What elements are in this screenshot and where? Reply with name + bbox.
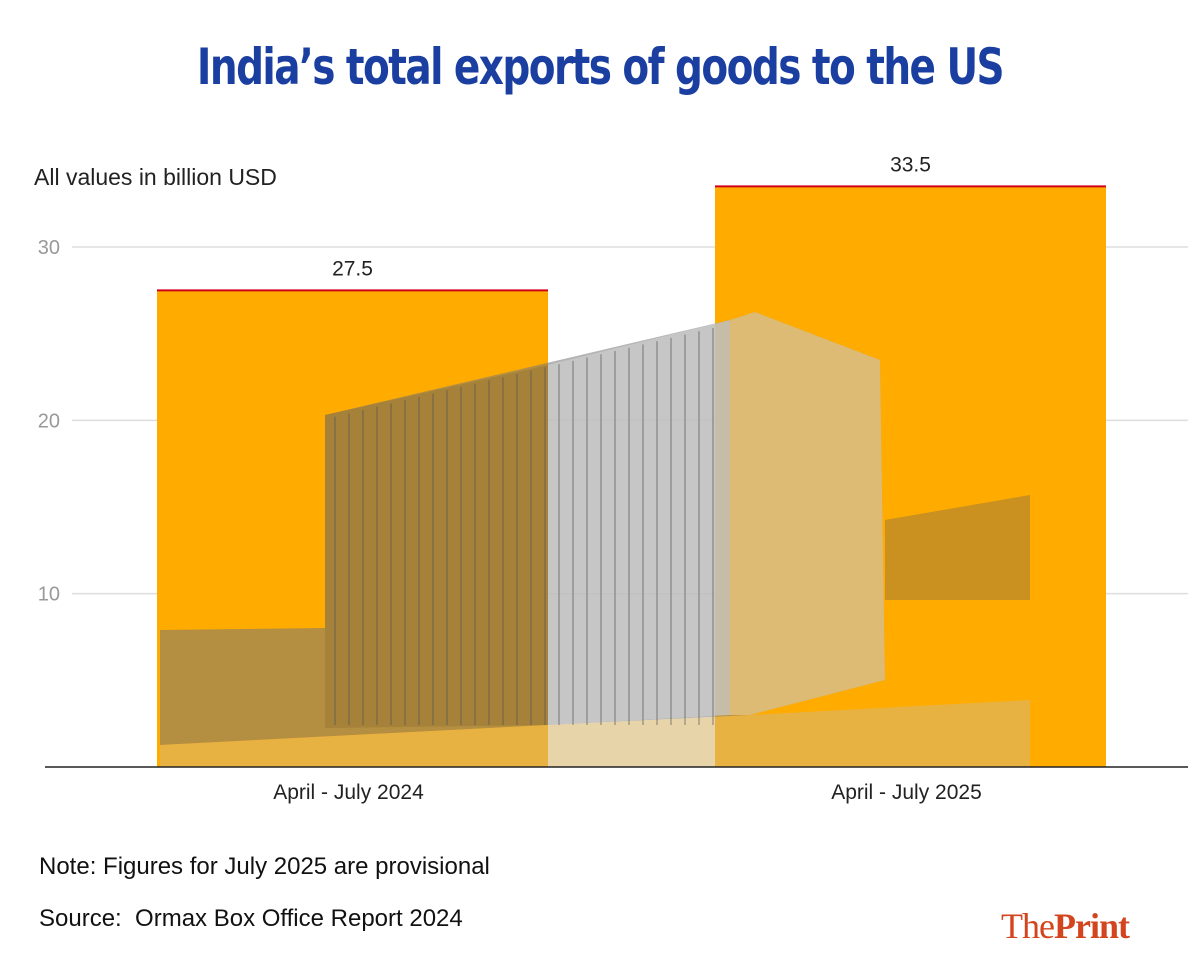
source-note: Source: Ormax Box Office Report 2024	[39, 905, 463, 932]
theprint-logo: ThePrint	[1001, 905, 1130, 947]
logo-print: Print	[1053, 906, 1130, 946]
y-tick-label: 30	[38, 237, 60, 259]
data-label: 27.5	[332, 257, 373, 280]
footnote: Note: Figures for July 2025 are provisio…	[39, 853, 490, 880]
chart-title: India’s total exports of goods to the US	[196, 38, 1005, 96]
shipping-container-image	[160, 312, 1030, 767]
x-tick-label: April - July 2024	[273, 781, 424, 804]
chart-subtitle: All values in billion USD	[34, 164, 277, 190]
y-tick-label: 10	[38, 584, 60, 606]
x-tick-label: April - July 2025	[831, 781, 982, 804]
logo-the: The	[1001, 906, 1055, 946]
y-tick-label: 20	[38, 410, 60, 432]
data-label: 33.5	[890, 153, 931, 176]
